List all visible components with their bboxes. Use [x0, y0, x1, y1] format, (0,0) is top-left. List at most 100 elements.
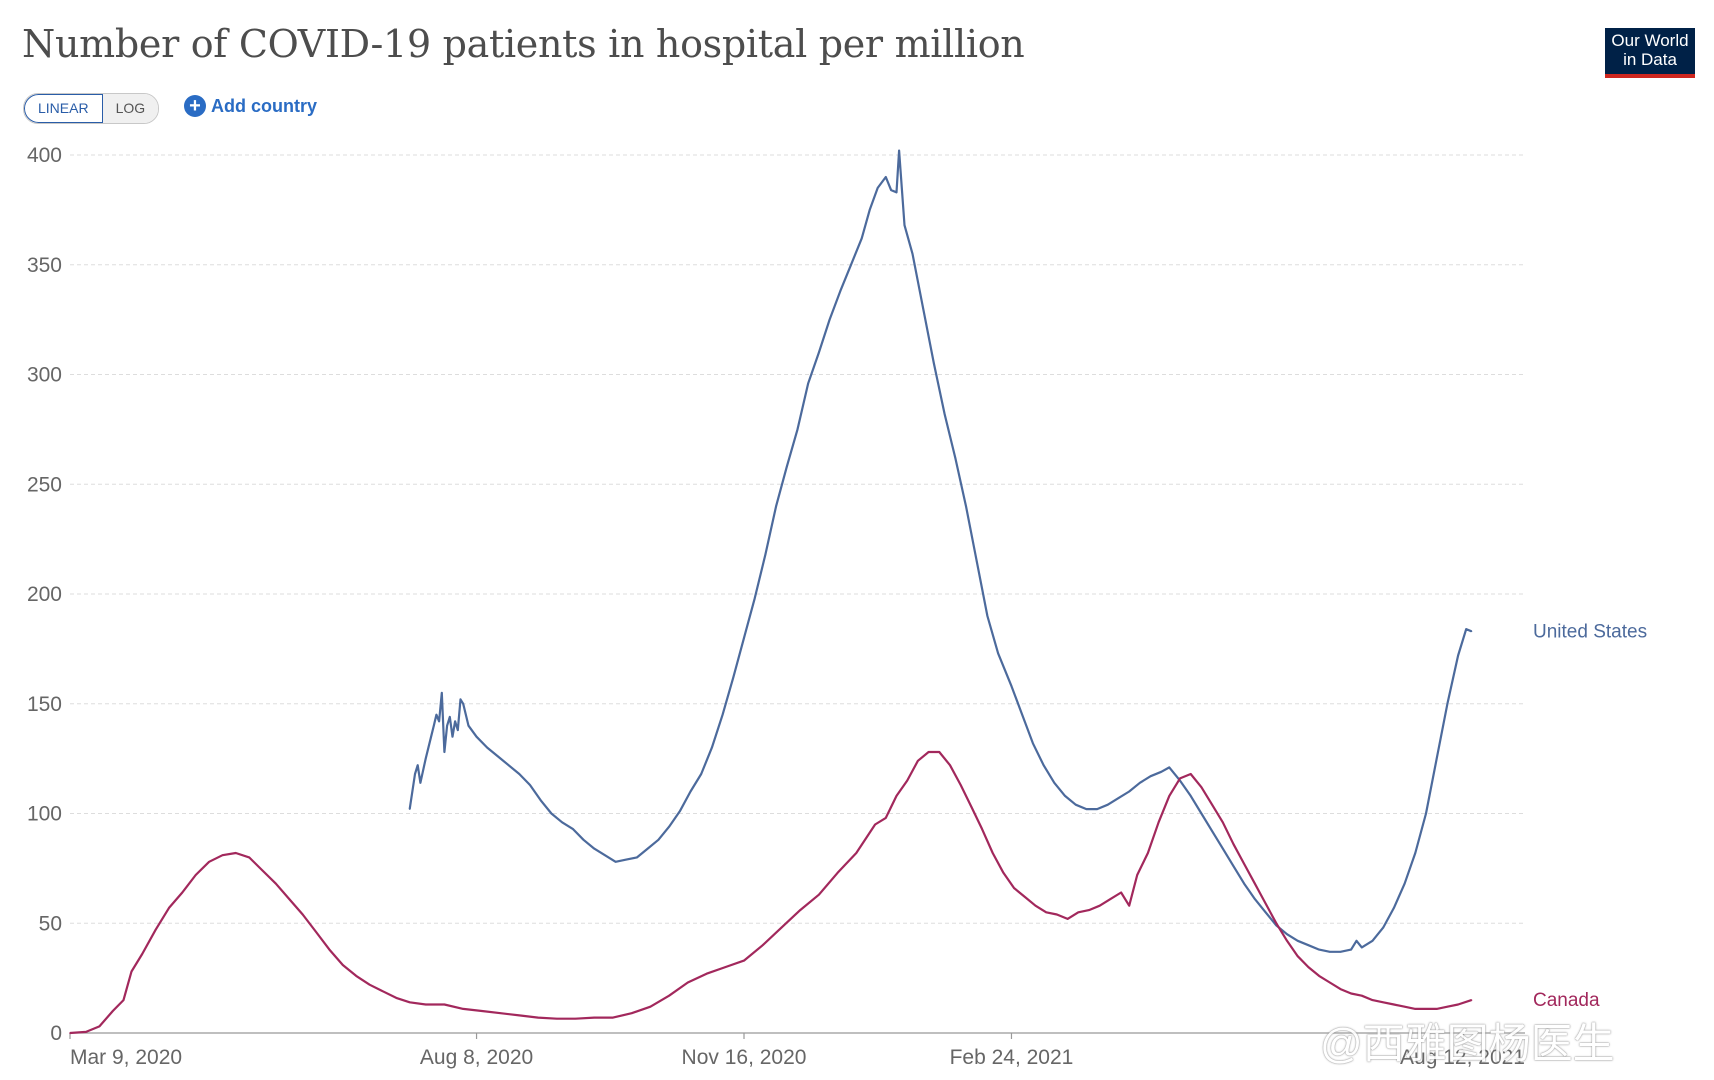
data-point: [1286, 933, 1288, 935]
data-point: [446, 724, 448, 727]
data-point: [743, 637, 745, 639]
data-point: [408, 1001, 411, 1004]
data-point: [1286, 940, 1288, 942]
data-point: [986, 615, 989, 617]
data-point: [1382, 926, 1384, 929]
x-tick-label: Aug 12, 2021: [1400, 1046, 1525, 1069]
data-point: [1254, 898, 1256, 900]
data-point: [467, 724, 470, 727]
y-tick-label: 200: [27, 583, 62, 606]
data-point: [761, 944, 764, 946]
data-point: [435, 713, 438, 716]
data-point: [1457, 1003, 1459, 1006]
data-point: [561, 821, 563, 824]
data-point: [786, 465, 788, 468]
data-point: [796, 428, 799, 431]
log-scale-button[interactable]: LOG: [102, 94, 159, 123]
data-point: [1117, 797, 1120, 799]
data-point: [550, 812, 553, 815]
y-tick-label: 350: [27, 254, 62, 277]
data-point: [1307, 966, 1310, 968]
y-tick-label: 250: [27, 473, 62, 496]
data-point: [732, 676, 735, 679]
data-point: [414, 773, 416, 775]
series-label: United States: [1533, 621, 1647, 642]
data-point: [382, 990, 384, 993]
data-point: [221, 854, 224, 856]
data-point: [1329, 951, 1331, 953]
data-point: [1200, 786, 1203, 788]
data-point: [679, 810, 681, 813]
data-point: [1088, 909, 1090, 911]
x-tick-label: Feb 24, 2021: [950, 1046, 1074, 1069]
x-tick-label: Nov 16, 2020: [682, 1046, 807, 1069]
data-point: [424, 1003, 427, 1006]
data-point: [906, 779, 908, 782]
data-point: [1066, 918, 1069, 920]
data-point: [1243, 882, 1245, 885]
data-point: [1446, 1005, 1449, 1008]
data-point: [462, 1008, 465, 1010]
data-point: [839, 290, 842, 292]
data-point: [1002, 872, 1005, 874]
data-point: [646, 847, 649, 850]
data-point: [518, 773, 521, 775]
data-point: [975, 560, 978, 562]
data-point: [1254, 882, 1256, 885]
data-point: [537, 1016, 539, 1019]
data-point: [1139, 782, 1141, 784]
data-point: [430, 735, 432, 738]
data-point: [855, 852, 858, 854]
logo-line-2: in Data: [1623, 50, 1677, 69]
data-point: [1042, 764, 1045, 766]
data-point: [898, 149, 900, 152]
data-point: [1414, 1008, 1417, 1010]
data-point: [1074, 803, 1077, 806]
data-point: [818, 893, 820, 896]
data-point: [1179, 777, 1181, 780]
data-point: [301, 913, 304, 916]
data-point: [721, 713, 724, 716]
data-point: [368, 983, 371, 986]
data-point: [687, 981, 689, 984]
data-point: [261, 869, 264, 872]
linear-scale-button[interactable]: LINEAR: [24, 94, 103, 123]
y-tick-label: 150: [27, 693, 62, 716]
series-line: [69, 750, 1472, 1035]
chart-title: Number of COVID-19 patients in hospital …: [22, 22, 1025, 66]
data-point: [416, 764, 419, 766]
data-point: [518, 1014, 521, 1017]
scale-toggle: LINEAR LOG: [23, 93, 160, 124]
add-country-button[interactable]: + Add country: [184, 95, 317, 117]
data-point: [885, 817, 887, 819]
data-point: [876, 187, 879, 189]
plus-circle-icon: +: [184, 95, 206, 117]
data-point: [154, 929, 157, 931]
data-point: [604, 854, 606, 856]
x-tick-label: Aug 8, 2020: [420, 1046, 533, 1069]
data-point: [1457, 654, 1459, 657]
data-point: [1318, 948, 1320, 951]
data-point: [1045, 911, 1047, 914]
owid-logo[interactable]: Our World in Data: [1605, 28, 1695, 78]
data-point: [355, 975, 358, 977]
data-point: [860, 237, 863, 240]
data-point: [1085, 808, 1088, 810]
data-point: [438, 720, 440, 723]
data-point: [689, 790, 692, 793]
data-point: [475, 735, 478, 738]
data-point: [1470, 999, 1473, 1001]
data-point: [1222, 847, 1224, 850]
data-point: [443, 751, 446, 753]
data-point: [1414, 852, 1417, 854]
data-point: [419, 782, 422, 784]
data-point: [1435, 757, 1438, 760]
data-point: [1147, 852, 1149, 854]
data-point: [1032, 742, 1034, 745]
data-point: [529, 784, 531, 786]
data-point: [1149, 775, 1152, 777]
data-point: [408, 808, 411, 810]
data-point: [486, 746, 489, 749]
data-point: [1136, 874, 1138, 876]
data-point: [828, 318, 831, 321]
